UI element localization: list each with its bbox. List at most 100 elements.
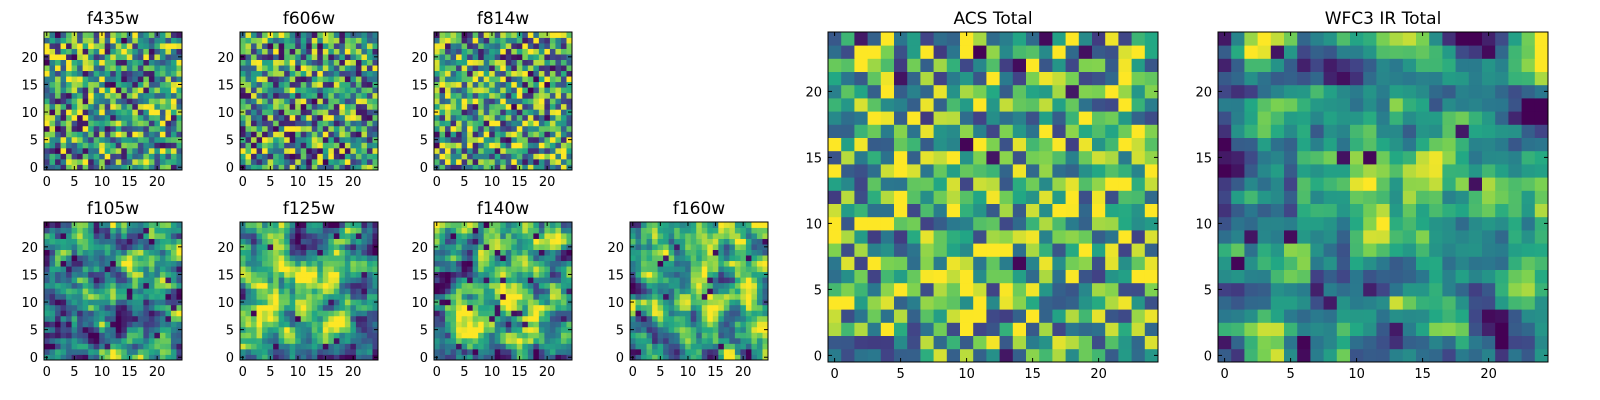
heatmap-cell xyxy=(295,227,302,234)
heatmap-cell xyxy=(751,288,758,295)
y-tick-label: 20 xyxy=(21,51,38,66)
heatmap-cell xyxy=(1026,243,1040,257)
x-tick-label: 5 xyxy=(266,365,274,380)
heatmap-cell xyxy=(300,54,307,60)
heatmap-cell xyxy=(159,43,166,49)
heatmap-cell xyxy=(137,136,144,143)
heatmap-cell xyxy=(132,158,139,165)
heatmap-cell xyxy=(674,315,681,322)
heatmap-cell xyxy=(533,158,540,165)
heatmap-cell xyxy=(355,288,362,295)
heatmap-cell xyxy=(668,348,675,355)
heatmap-cell xyxy=(718,326,725,333)
heatmap-cell xyxy=(1039,216,1053,231)
heatmap-cell xyxy=(756,260,763,267)
heatmap-cell xyxy=(333,354,340,361)
heatmap-cell xyxy=(745,282,752,289)
heatmap-cell xyxy=(245,348,252,355)
heatmap-cell xyxy=(165,164,172,171)
heatmap-cell xyxy=(467,266,474,273)
heatmap-cell xyxy=(1026,256,1040,270)
heatmap-cell xyxy=(483,244,490,250)
heatmap-cell xyxy=(350,227,357,234)
heatmap-cell xyxy=(723,310,730,317)
heatmap-cell xyxy=(44,310,50,317)
heatmap-cell xyxy=(251,255,257,262)
heatmap-cell xyxy=(445,304,451,311)
heatmap-cell xyxy=(522,114,529,121)
heatmap-cell xyxy=(1092,203,1106,218)
heatmap-cell xyxy=(60,87,67,94)
heatmap-cell xyxy=(289,70,296,77)
heatmap-cell xyxy=(489,120,496,127)
heatmap-cell xyxy=(60,120,67,127)
heatmap-cell xyxy=(478,282,485,289)
heatmap-cell xyxy=(322,326,329,333)
heatmap-cell xyxy=(511,136,518,143)
heatmap-cell xyxy=(494,315,501,322)
heatmap-cell xyxy=(44,125,50,132)
heatmap-cell xyxy=(461,114,468,121)
heatmap-cell xyxy=(894,309,908,323)
heatmap-cell xyxy=(560,260,567,267)
heatmap-cell xyxy=(445,147,451,154)
heatmap-cell xyxy=(355,87,362,94)
heatmap-cell xyxy=(663,354,670,361)
heatmap-cell xyxy=(434,158,440,165)
heatmap-cell xyxy=(121,222,128,228)
heatmap-cell xyxy=(132,43,139,49)
heatmap-cell xyxy=(176,293,183,300)
heatmap-cell xyxy=(707,238,714,245)
heatmap-cell xyxy=(366,103,373,110)
heatmap-cell xyxy=(295,92,302,99)
heatmap-cell xyxy=(920,203,934,218)
heatmap-cell xyxy=(854,150,868,165)
heatmap-cell xyxy=(456,288,462,295)
heatmap-cell xyxy=(251,288,257,295)
heatmap-cell xyxy=(110,304,117,311)
heatmap-cell xyxy=(115,299,122,306)
heatmap-cell xyxy=(549,244,556,250)
heatmap-cell xyxy=(284,348,291,355)
heatmap-cell xyxy=(317,98,324,105)
heatmap-cell xyxy=(295,87,302,94)
heatmap-cell xyxy=(328,255,335,262)
heatmap-cell xyxy=(159,244,166,250)
heatmap-cell xyxy=(256,343,263,350)
heatmap-cell xyxy=(450,70,457,77)
heatmap-cell xyxy=(478,37,485,44)
heatmap-cell xyxy=(99,249,106,256)
heatmap-cell xyxy=(1039,335,1053,350)
heatmap-cell xyxy=(306,70,313,77)
heatmap-cell xyxy=(674,222,681,228)
heatmap-cell xyxy=(93,354,100,361)
heatmap-cell xyxy=(646,233,653,239)
heatmap-cell xyxy=(456,48,462,55)
heatmap-cell xyxy=(511,332,518,339)
heatmap-cell xyxy=(522,76,529,83)
heatmap-cell xyxy=(685,293,692,300)
heatmap-cell xyxy=(317,222,324,228)
heatmap-cell xyxy=(663,299,670,306)
heatmap-cell xyxy=(159,131,166,138)
heatmap-cell xyxy=(522,92,529,99)
heatmap-cell xyxy=(55,70,61,77)
heatmap-cell xyxy=(311,65,318,72)
heatmap-cell xyxy=(734,277,741,284)
heatmap-cell xyxy=(355,92,362,99)
heatmap-cell xyxy=(533,59,540,66)
heatmap-cell xyxy=(267,321,274,328)
heatmap-cell xyxy=(544,87,551,94)
heatmap-cell xyxy=(555,109,562,116)
heatmap-cell xyxy=(439,76,446,83)
heatmap-cell xyxy=(434,114,440,121)
heatmap-cell xyxy=(170,70,177,77)
heatmap-cell xyxy=(176,315,183,322)
heatmap-cell xyxy=(306,120,313,127)
heatmap-cell xyxy=(549,32,556,38)
heatmap-cell xyxy=(555,337,562,344)
heatmap-cell xyxy=(137,32,144,38)
heatmap-cell xyxy=(159,260,166,267)
heatmap-cell xyxy=(483,87,490,94)
heatmap-cell xyxy=(284,249,291,256)
